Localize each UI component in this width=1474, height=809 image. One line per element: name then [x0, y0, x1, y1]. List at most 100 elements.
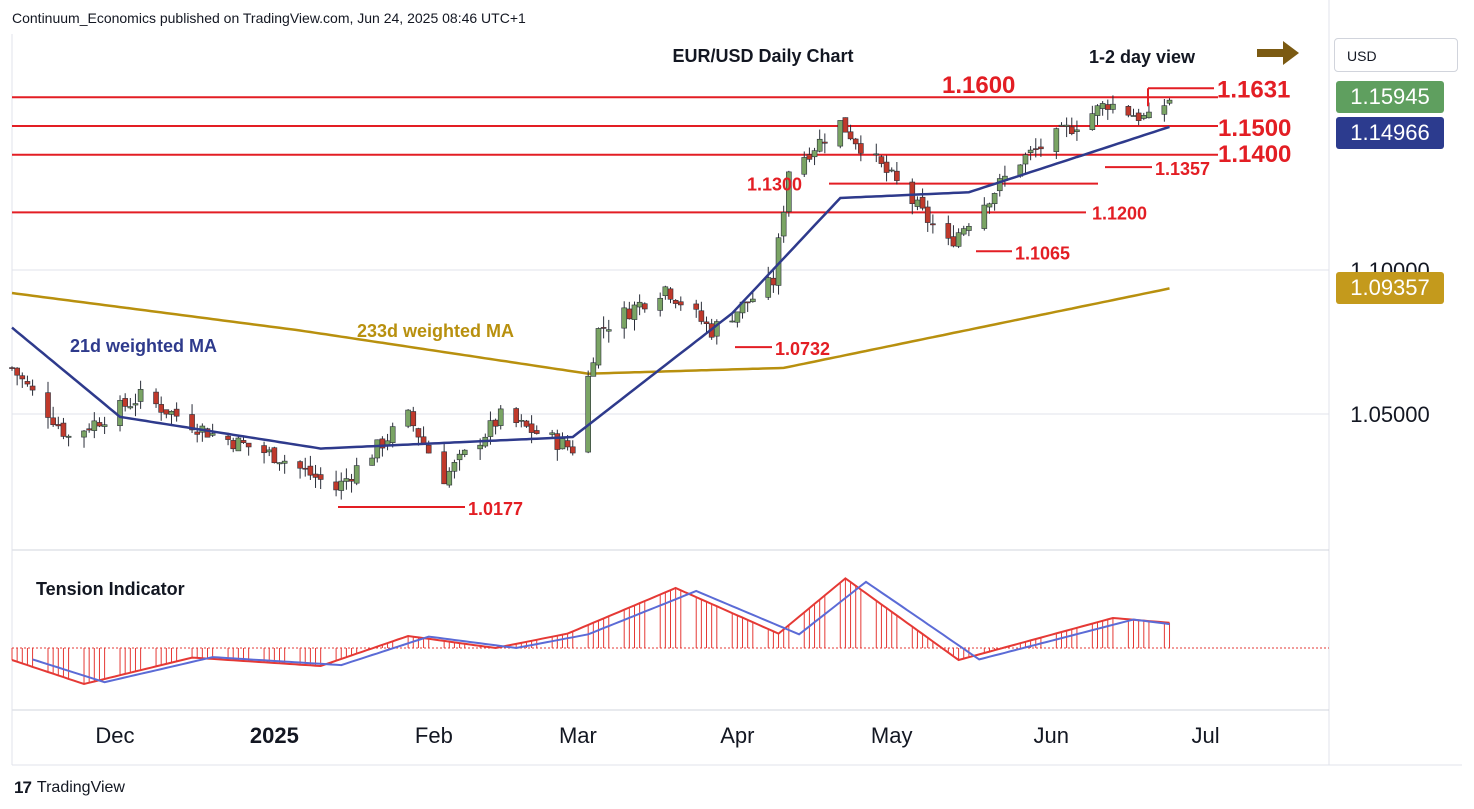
candle-body-153	[1104, 104, 1111, 110]
candle-body-29	[209, 433, 216, 436]
candle-body-127	[919, 196, 926, 209]
candle-body-148	[1068, 126, 1075, 134]
ma233-path	[11, 287, 1170, 375]
candle-body-150	[1089, 113, 1096, 130]
candle-body-47	[343, 478, 350, 482]
candle-body-59	[425, 444, 432, 454]
candle-body-69	[497, 408, 504, 426]
tension-fast-line	[11, 577, 1170, 686]
time-axis: Dec 2025 Feb Mar Apr May Jun Jul	[95, 723, 1219, 748]
level-label-1.1300: 1.1300	[747, 175, 802, 195]
candle-body-106	[770, 277, 777, 286]
candle-body-101	[734, 311, 741, 323]
candle-body-147	[1063, 124, 1070, 127]
view-label: 1-2 day view	[1089, 47, 1196, 67]
candle-body-34	[245, 442, 252, 448]
candle-body-92	[667, 288, 674, 300]
candle-body-158	[1140, 115, 1147, 119]
candle-body-71	[518, 419, 525, 422]
candle-body-122	[883, 161, 890, 173]
candle-body-40	[297, 461, 303, 469]
candle-body-70	[513, 408, 519, 423]
candle-body-129	[930, 223, 936, 226]
candle-body-99	[714, 321, 720, 337]
candle-body-87	[631, 304, 638, 320]
x-tick-label-dec: Dec	[95, 723, 134, 748]
candle-body-86	[626, 308, 633, 320]
candle-body-65	[477, 444, 483, 450]
candle-body-1	[14, 367, 20, 376]
level-label-1.1500: 1.1500	[1218, 115, 1291, 142]
candle-body-23	[168, 410, 175, 415]
candle-body-5	[45, 392, 51, 418]
tension-indicator	[11, 577, 1329, 686]
candle-body-80	[585, 375, 591, 453]
candle-body-81	[590, 362, 597, 377]
chart-title: EUR/USD Daily Chart	[672, 46, 853, 66]
x-tick-label-jun: Jun	[1033, 723, 1068, 748]
candle-body-157	[1135, 112, 1142, 121]
candle-body-83	[600, 327, 607, 329]
y-tick-label-1: 1.05000	[1350, 402, 1430, 427]
candle-body-39	[281, 460, 288, 464]
candle-body-125	[909, 181, 916, 204]
tension-slow-line	[32, 580, 1170, 684]
candle-body-55	[405, 409, 411, 427]
candle-body-31	[230, 440, 237, 450]
candle-body-68	[492, 419, 499, 427]
candle-body-60	[441, 451, 447, 485]
candle-body-97	[703, 321, 710, 324]
candlesticks	[9, 95, 1173, 500]
last-price-badge: 1.15945	[1336, 81, 1444, 113]
candle-body-57	[415, 428, 422, 438]
candle-body-8	[60, 422, 67, 437]
candle-body-12	[91, 420, 98, 431]
candle-body-63	[456, 453, 463, 461]
candle-body-134	[966, 225, 972, 231]
candle-body-141	[1022, 154, 1029, 165]
candle-body-22	[163, 409, 170, 415]
candle-body-144	[1038, 146, 1044, 150]
candle-body-113	[816, 138, 823, 152]
level-label-1.1600: 1.1600	[942, 72, 1015, 99]
x-tick-label-2025: 2025	[250, 723, 299, 748]
indicator-label: Tension Indicator	[36, 579, 185, 599]
candle-body-84	[605, 329, 612, 332]
candle-body-105	[765, 277, 772, 298]
currency-selector[interactable]: USD	[1334, 38, 1458, 72]
tradingview-footer[interactable]: 17 TradingView	[14, 778, 125, 798]
candle-body-124	[894, 170, 900, 181]
candle-body-61	[446, 470, 453, 486]
ma21-path	[11, 125, 1170, 450]
ma21-price-badge: 1.14966	[1336, 117, 1444, 149]
candle-body-123	[888, 169, 895, 172]
candle-body-50	[369, 457, 375, 466]
candle-body-15	[117, 400, 123, 427]
candle-body-10	[81, 430, 87, 438]
candle-body-94	[677, 301, 684, 306]
support-resistance-levels	[12, 96, 1218, 214]
candle-body-35	[261, 445, 267, 454]
candle-body-103	[744, 301, 751, 304]
candle-body-67	[487, 420, 494, 437]
candle-body-32	[235, 437, 242, 452]
candle-body-154	[1110, 103, 1116, 110]
candle-body-133	[960, 228, 967, 235]
candle-body-88	[636, 301, 643, 308]
arrow-right-icon	[1257, 41, 1299, 65]
candle-body-151	[1094, 105, 1101, 116]
candle-body-119	[858, 143, 864, 154]
candle-body-49	[353, 465, 360, 484]
candle-body-116	[842, 117, 849, 133]
attribution-header: Continuum_Economics published on Trading…	[12, 10, 526, 26]
candle-body-91	[662, 286, 669, 297]
candle-body-109	[786, 171, 792, 212]
ma233-line	[11, 287, 1170, 375]
candle-body-115	[837, 120, 844, 147]
candle-body-13	[96, 422, 103, 427]
candle-body-135	[981, 204, 988, 229]
candle-body-42	[307, 465, 314, 476]
candle-body-14	[101, 424, 108, 427]
candle-body-118	[852, 138, 859, 145]
